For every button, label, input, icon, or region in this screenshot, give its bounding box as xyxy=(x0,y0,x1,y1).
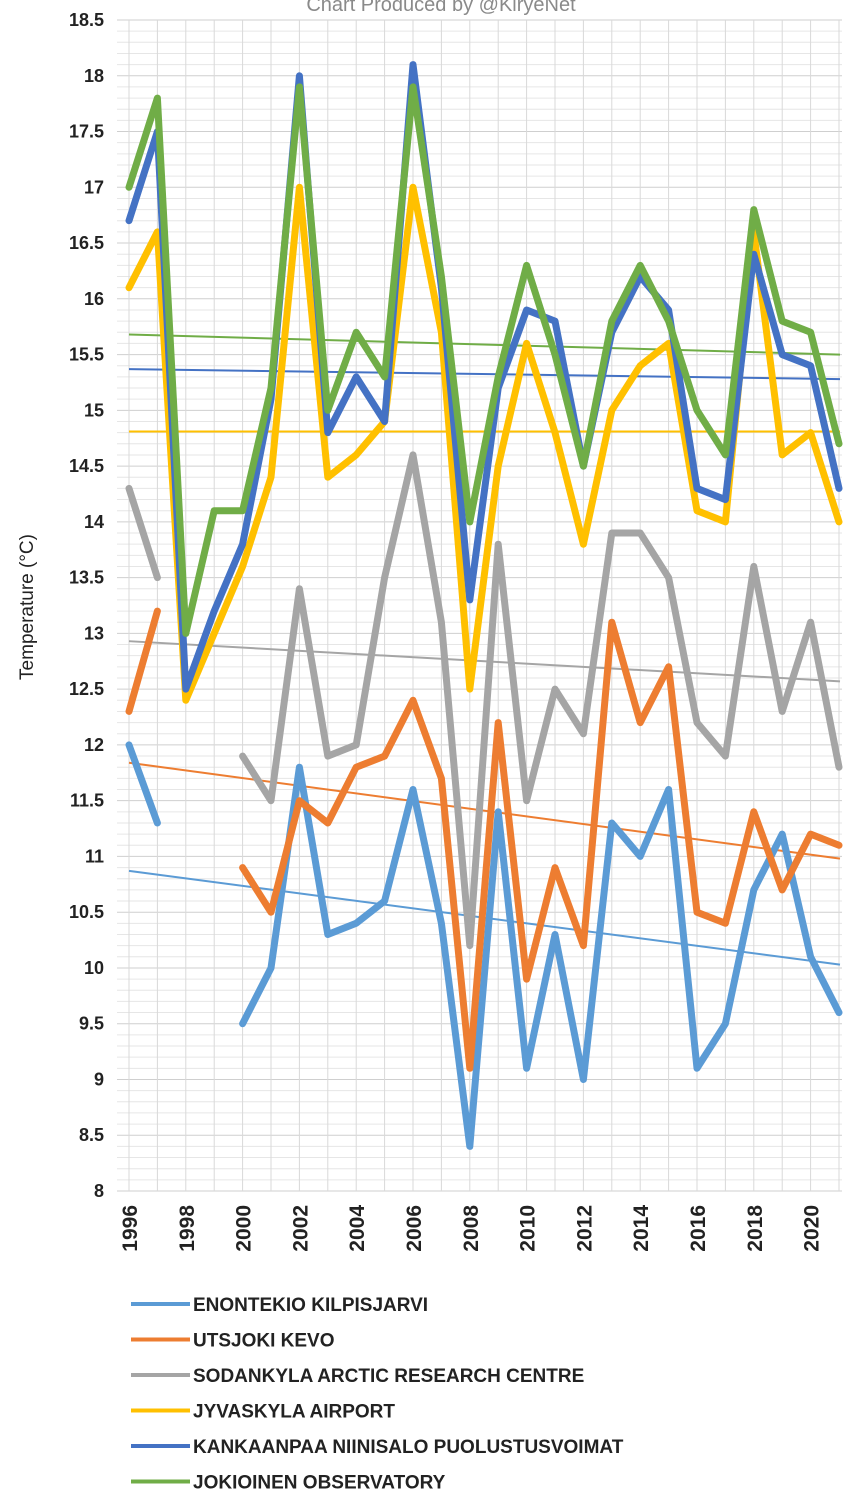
x-tick-label: 2010 xyxy=(517,1205,540,1252)
y-tick-label: 13 xyxy=(84,623,104,643)
legend-label: SODANKYLA ARCTIC RESEARCH CENTRE xyxy=(193,1366,584,1387)
x-tick-label: 2004 xyxy=(346,1205,369,1252)
x-tick-label: 2014 xyxy=(630,1205,653,1252)
series-lines xyxy=(125,61,843,1150)
y-tick-label: 18.5 xyxy=(69,10,104,30)
y-tick-label: 15.5 xyxy=(69,345,104,365)
y-tick-label: 17 xyxy=(84,177,104,197)
x-tick-label: 2016 xyxy=(687,1205,710,1252)
x-tick-label: 2018 xyxy=(744,1205,767,1252)
y-tick-label: 14.5 xyxy=(69,456,104,476)
y-tick-label: 8.5 xyxy=(79,1125,104,1145)
y-tick-label: 13.5 xyxy=(69,568,104,588)
y-tick-label: 15 xyxy=(84,400,104,420)
x-tick-label: 2000 xyxy=(233,1205,256,1252)
y-tick-label: 14 xyxy=(84,512,104,532)
y-tick-label: 17.5 xyxy=(69,122,104,142)
legend-label: ENONTEKIO KILPISJARVI xyxy=(193,1295,428,1316)
y-tick-label: 10 xyxy=(84,958,104,978)
x-tick-label: 2002 xyxy=(289,1205,312,1252)
series-line xyxy=(239,763,843,1150)
y-tick-label: 12.5 xyxy=(69,679,104,699)
series-line xyxy=(125,183,843,704)
x-tick-label: 2012 xyxy=(573,1205,596,1252)
x-axis-tick-labels: 1996 1998 2000 2002 2004 2006 2008 2010 2012 2014… xyxy=(119,1205,824,1252)
y-tick-label: 9 xyxy=(94,1069,104,1089)
series-line xyxy=(125,484,161,582)
y-tick-label: 12 xyxy=(84,735,104,755)
series-line xyxy=(125,61,843,693)
series-line xyxy=(125,607,161,715)
chart-title: Chart Produced by @KiryeNet xyxy=(306,0,576,16)
y-tick-label: 16 xyxy=(84,289,104,309)
series-line xyxy=(239,618,843,1072)
y-tick-label: 18 xyxy=(84,66,104,86)
x-tick-label: 1998 xyxy=(176,1205,199,1252)
trendline xyxy=(128,761,841,860)
series-line xyxy=(125,83,843,637)
series-line xyxy=(125,741,161,827)
legend-label: KANKAANPAA NIINISALO PUOLUSTUSVOIMAT xyxy=(193,1437,624,1458)
legend-label: JOKIOINEN OBSERVATORY xyxy=(193,1473,446,1494)
trendline xyxy=(128,368,841,381)
x-tick-label: 1996 xyxy=(119,1205,142,1252)
y-axis-label: Temperature (°C) xyxy=(17,534,38,680)
x-tick-label: 2008 xyxy=(460,1205,483,1252)
y-axis-tick-labels: 8 8.5 9 9.5 10 10.5 11 11.5 12 12.5 13 13.5 14 14.5 15… xyxy=(69,10,104,1201)
trendline xyxy=(128,640,841,683)
y-tick-label: 11 xyxy=(85,846,104,866)
legend: ENONTEKIO KILPISJARVI UTSJOKI KEVO SODANKY… xyxy=(131,1295,624,1494)
y-tick-label: 9.5 xyxy=(79,1014,104,1034)
trendline xyxy=(128,333,841,356)
x-tick-label: 2006 xyxy=(403,1205,426,1252)
legend-label: UTSJOKI KEVO xyxy=(193,1331,334,1352)
y-tick-label: 10.5 xyxy=(69,902,104,922)
y-tick-label: 16.5 xyxy=(69,233,104,253)
y-tick-label: 8 xyxy=(94,1181,104,1201)
y-tick-label: 11.5 xyxy=(70,791,104,811)
series-line xyxy=(239,451,843,950)
x-tick-label: 2020 xyxy=(801,1205,824,1252)
legend-label: JYVASKYLA AIRPORT xyxy=(193,1402,395,1423)
